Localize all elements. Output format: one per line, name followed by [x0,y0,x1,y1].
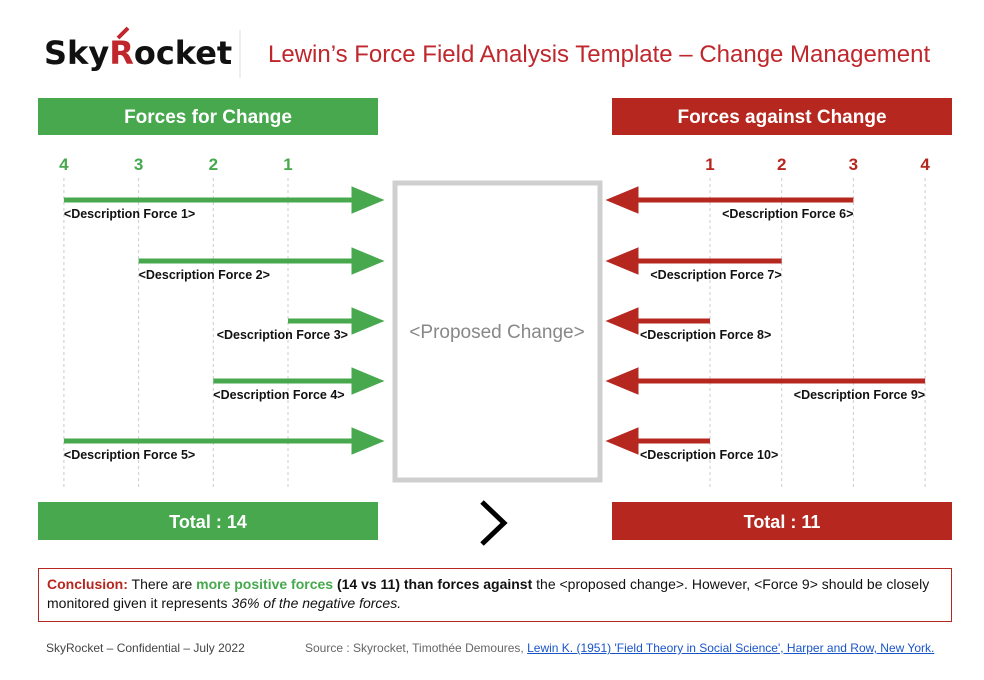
source: Source : Skyrocket, Timothée Demoures, [305,641,528,655]
scale-label: 3 [849,155,858,174]
arrow-shape [605,307,710,335]
force-arrow [63,427,385,455]
scale-label: 2 [209,155,218,174]
arrow-shape [605,367,926,395]
force-arrow [605,247,782,275]
text: 36% of the negative forces. [231,595,402,611]
arrow-shape [288,307,385,335]
against-total: Total : 11 [744,512,821,532]
for-total-bar [38,502,378,540]
force-label: <Description Force 8> [640,328,771,342]
chevron [480,500,508,546]
arrow-shape [63,186,385,214]
for-header [38,98,378,135]
for-title: Forces for Change [124,107,292,128]
footer-left: SkyRocket – Confidential – July 2022 [46,641,245,655]
force-label: <Description Force 3> [217,328,348,342]
footer-source: Source : Skyrocket, Timothée Demoures, L… [305,641,934,655]
force-label: <Description Force 4> [213,388,344,402]
text: more positive forces [196,576,334,592]
force-arrow [138,247,385,275]
logo-accent [116,26,130,40]
force-label: <Description Force 10> [640,448,778,462]
logo: SkyRocket [44,34,232,72]
arrow-shape [213,367,385,395]
logo-part: R [109,34,134,72]
scale-label: 1 [705,155,714,174]
force-label: <Description Force 6> [722,207,853,221]
logo-part: ocket [134,34,232,72]
conclusion-label: Conclusion: [47,576,128,592]
source-link[interactable]: Lewin K. (1951) 'Field Theory in Social … [527,641,935,655]
force-label: <Description Force 1> [64,207,195,221]
arrow-shape [63,427,385,455]
scale-label: 3 [134,155,143,174]
arrow-shape [138,247,385,275]
force-arrow [288,307,385,335]
conclusion: Conclusion: There are more positive forc… [38,568,952,622]
for-total: Total : 14 [169,512,247,532]
against-total-bar [612,502,952,540]
against-title: Forces against Change [677,107,886,128]
scale-label: 4 [59,155,69,174]
text: There are [127,576,197,592]
force-label: <Description Force 2> [139,268,270,282]
force-arrow [605,427,710,455]
scale-label: 4 [920,155,930,174]
force-arrow [213,367,385,395]
proposed-change: <Proposed Change> [409,322,584,343]
against-header [612,98,952,135]
force-arrow [605,186,854,214]
text: (14 vs 11) than forces against [333,576,533,592]
force-arrow [63,186,385,214]
force-label: <Description Force 7> [650,268,781,282]
force-arrow [605,367,926,395]
title: Lewin’s Force Field Analysis Template – … [268,41,930,68]
text: the <proposed change>. However, <Force 9… [47,576,930,611]
force-arrow [605,307,710,335]
scale-label: 1 [283,155,292,174]
scale-label: 2 [777,155,786,174]
force-label: <Description Force 5> [64,448,195,462]
arrow-shape [605,247,782,275]
force-label: <Description Force 9> [794,388,925,402]
logo-part: Sky [44,34,109,72]
arrow-shape [605,427,710,455]
arrow-shape [605,186,854,214]
proposed-box [392,180,603,483]
